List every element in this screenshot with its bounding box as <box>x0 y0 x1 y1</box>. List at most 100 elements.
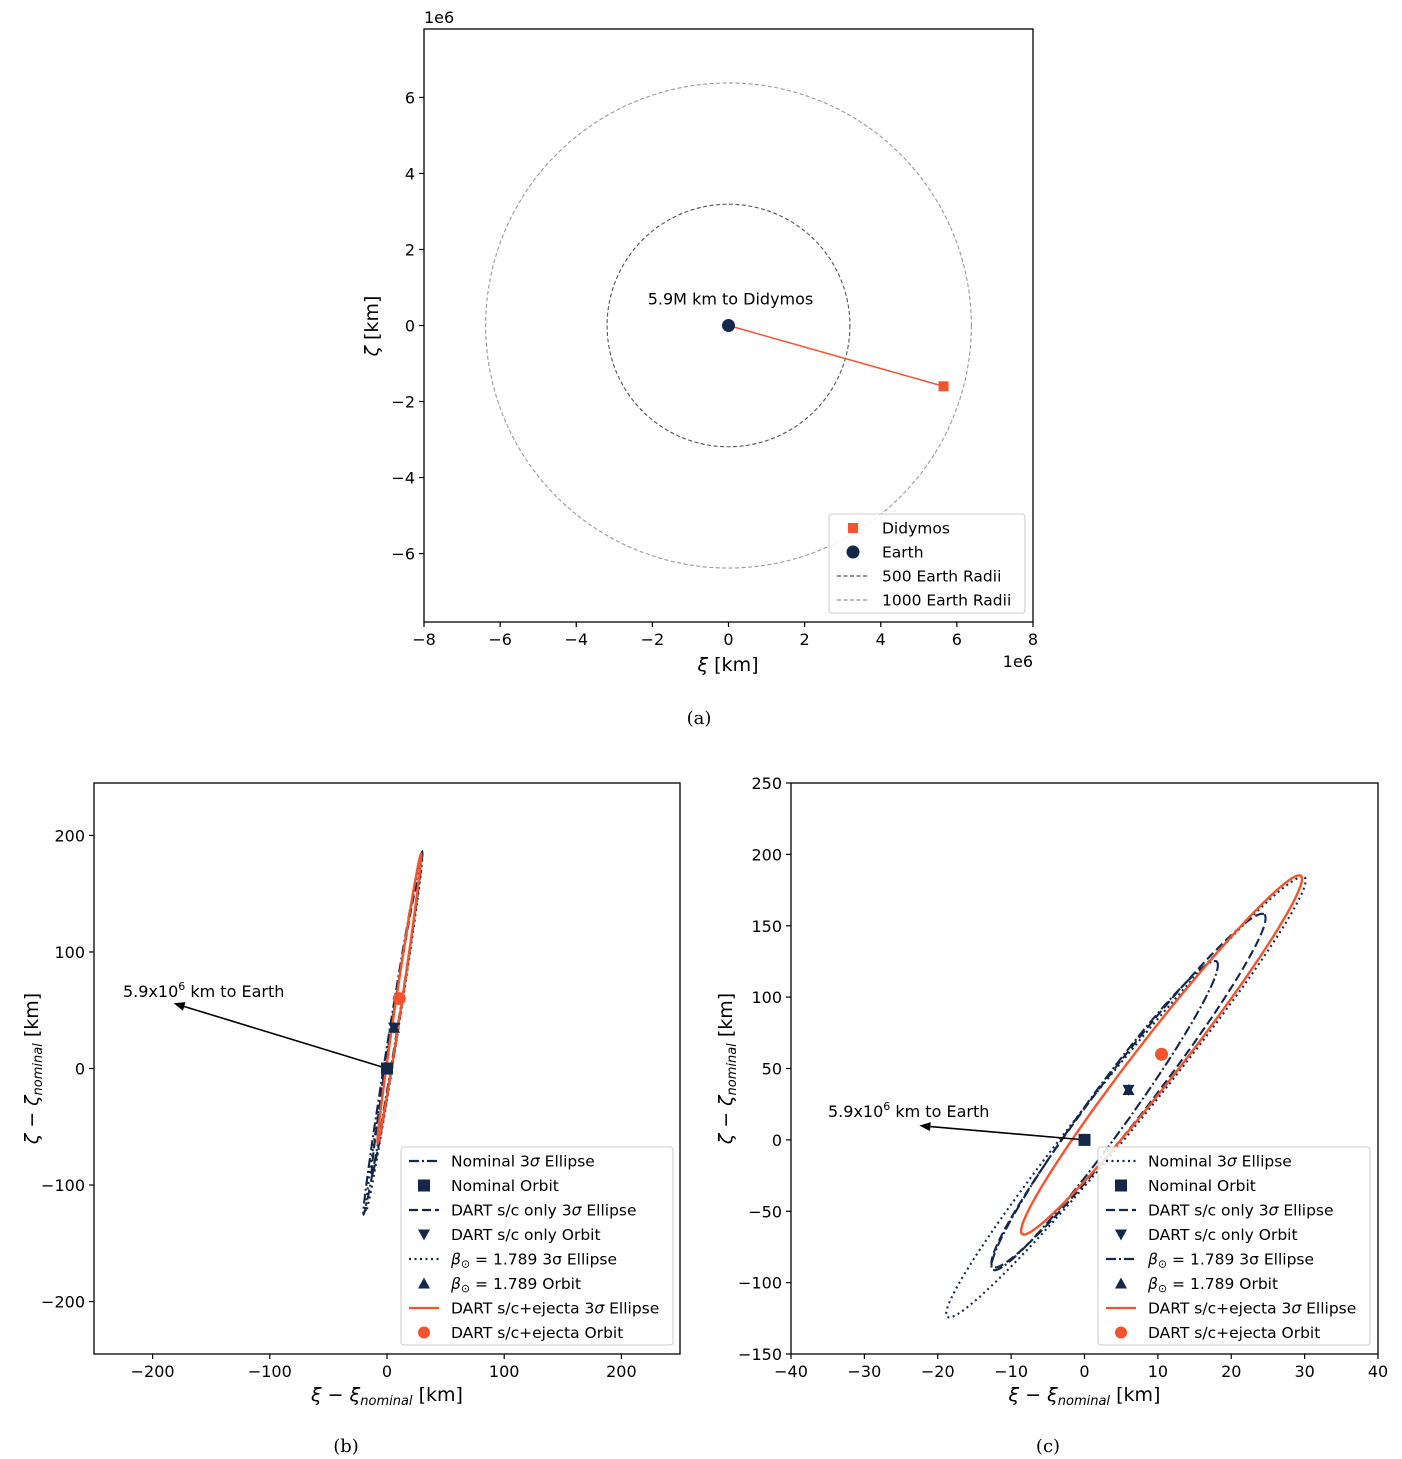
legend-entry-label: β⊙ = 1.789 Orbit <box>1147 1275 1278 1295</box>
uncertainty-ellipse <box>990 959 1219 1272</box>
x-tick-label: 0 <box>382 1362 392 1381</box>
y-tick-label: −150 <box>738 1345 782 1364</box>
y-axis-label: ζ − ζnominal [km] <box>21 993 46 1145</box>
earth-didymos-line <box>728 324 944 388</box>
y-tick-label: −4 <box>391 469 415 488</box>
panel-b-chart: −200 −100 0 100 200 −200 −100 0 100 200 5.9x106 km… <box>21 782 681 1409</box>
legend-entry-label: Nominal Orbit <box>451 1177 559 1195</box>
panel-a-chart: −8 −6 −4 −2 0 2 4 6 8 −6 −4 −2 0 2 4 6 5.9M km to Didymo… <box>361 8 1038 676</box>
annotation-arrow-head <box>919 1122 931 1132</box>
didymos-point <box>938 381 949 392</box>
orbit-point <box>1155 1047 1169 1061</box>
y-tick-label: 6 <box>405 88 415 107</box>
x-multiplier: 1e6 <box>1003 652 1033 671</box>
y-tick-label: −200 <box>41 1293 85 1312</box>
x-tick-label: 0 <box>1079 1362 1089 1381</box>
legend-entry-label: Nominal 3σ Ellipse <box>1148 1153 1292 1171</box>
x-tick-label: 100 <box>489 1362 520 1381</box>
earth-radii-circle <box>485 82 972 569</box>
earth-radii-circle <box>606 203 851 448</box>
y-tick-label: 4 <box>405 164 415 183</box>
orbit-point <box>388 1021 401 1033</box>
legend-entry-label: DART s/c only Orbit <box>1148 1226 1298 1244</box>
legend-entry-label: β⊙ = 1.789 3σ Ellipse <box>1147 1251 1314 1271</box>
x-tick-label: −2 <box>641 630 665 649</box>
legend-marker-sample <box>1115 1326 1127 1339</box>
legend-box <box>1097 1146 1371 1346</box>
annotation-arrow-head <box>173 1002 186 1011</box>
y-tick-label: −2 <box>391 393 415 412</box>
legend-marker-sample <box>846 545 860 559</box>
legend-entry-label: DART s/c+ejecta Orbit <box>1148 1324 1320 1342</box>
y-multiplier: 1e6 <box>424 8 454 27</box>
plot-frame <box>423 28 1034 623</box>
y-tick-label: 2 <box>405 240 415 259</box>
legend-entry-label: β⊙ = 1.789 3σ Ellipse <box>450 1251 617 1271</box>
y-axis-label: ζ [km] <box>361 296 383 358</box>
legend-entry-label: Earth <box>882 544 924 562</box>
legend-marker-sample <box>848 523 858 533</box>
legend-entry-label: DART s/c only 3σ Ellipse <box>1148 1202 1334 1220</box>
orbit-point <box>1122 1083 1135 1095</box>
y-tick-label: −50 <box>748 1202 782 1221</box>
y-tick-label: 150 <box>751 917 782 936</box>
x-axis-label: ξ [km] <box>697 654 759 676</box>
legend-entry-label: DART s/c+ejecta 3σ Ellipse <box>1148 1300 1356 1318</box>
x-axis-label: ξ − ξnominal [km] <box>1008 1384 1161 1409</box>
legend-marker-sample <box>418 1326 430 1339</box>
y-tick-label: 200 <box>751 845 782 864</box>
x-tick-label: 8 <box>1028 630 1038 649</box>
legend-entry-label: DART s/c+ejecta 3σ Ellipse <box>451 1300 659 1318</box>
annotation-arrow-shaft <box>930 1125 1085 1141</box>
legend-marker-sample <box>1115 1277 1127 1289</box>
legend-entry-label: DART s/c+ejecta Orbit <box>451 1324 623 1342</box>
y-tick-label: 250 <box>751 774 782 793</box>
x-tick-label: −6 <box>488 630 512 649</box>
y-axis-label: ζ − ζnominal [km] <box>715 993 740 1145</box>
y-tick-label: 200 <box>54 826 85 845</box>
legend-entry-label: Didymos <box>882 520 950 538</box>
legend-entry-label: DART s/c only 3σ Ellipse <box>451 1202 637 1220</box>
legend-marker-sample <box>1115 1229 1127 1241</box>
legend-entry-label: Nominal 3σ Ellipse <box>451 1153 595 1171</box>
x-tick-label: 10 <box>1148 1362 1168 1381</box>
annotation-text: 5.9x106 km to Earth <box>123 980 284 1001</box>
y-tick-label: 0 <box>405 317 415 336</box>
annotation-text: 5.9x106 km to Earth <box>828 1100 989 1121</box>
y-tick-label: 0 <box>75 1060 85 1079</box>
caption-b: (b) <box>333 1436 359 1457</box>
legend-entry-label: Nominal Orbit <box>1148 1177 1256 1195</box>
x-tick-label: −200 <box>131 1362 175 1381</box>
orbit-point <box>392 992 406 1006</box>
plot-frame <box>93 782 681 1355</box>
y-tick-label: 0 <box>772 1131 782 1150</box>
annotation-arrow-shaft <box>183 1005 388 1070</box>
y-tick-label: −100 <box>738 1274 782 1293</box>
y-tick-label: −6 <box>391 545 415 564</box>
legend-entry-label: DART s/c only Orbit <box>451 1226 601 1244</box>
x-tick-label: 20 <box>1221 1362 1241 1381</box>
plot-frame <box>790 782 1379 1355</box>
uncertainty-ellipse <box>376 851 423 1146</box>
orbit-point <box>1078 1133 1091 1146</box>
x-axis-label: ξ − ξnominal [km] <box>310 1384 463 1409</box>
x-tick-label: −40 <box>774 1362 808 1381</box>
panel-c-chart: −40 −30 −20 −10 0 10 20 30 40−150−100−5005010015… <box>715 774 1388 1409</box>
x-tick-label: 6 <box>952 630 962 649</box>
x-tick-label: −100 <box>248 1362 292 1381</box>
caption-c: (c) <box>1036 1436 1060 1457</box>
legend-entry-label: β⊙ = 1.789 Orbit <box>450 1275 581 1295</box>
y-tick-label: 100 <box>751 988 782 1007</box>
x-tick-label: 40 <box>1368 1362 1388 1381</box>
distance-annotation: 5.9M km to Didymos <box>648 290 814 309</box>
y-tick-label: −100 <box>41 1176 85 1195</box>
x-tick-label: 0 <box>723 630 733 649</box>
legend-box <box>828 513 1026 614</box>
x-tick-label: −30 <box>847 1362 881 1381</box>
legend-entry-label: 1000 Earth Radii <box>882 592 1011 610</box>
uncertainty-ellipse <box>1019 874 1304 1236</box>
x-tick-label: −10 <box>994 1362 1028 1381</box>
y-tick-label: 100 <box>54 943 85 962</box>
x-tick-label: −4 <box>564 630 588 649</box>
